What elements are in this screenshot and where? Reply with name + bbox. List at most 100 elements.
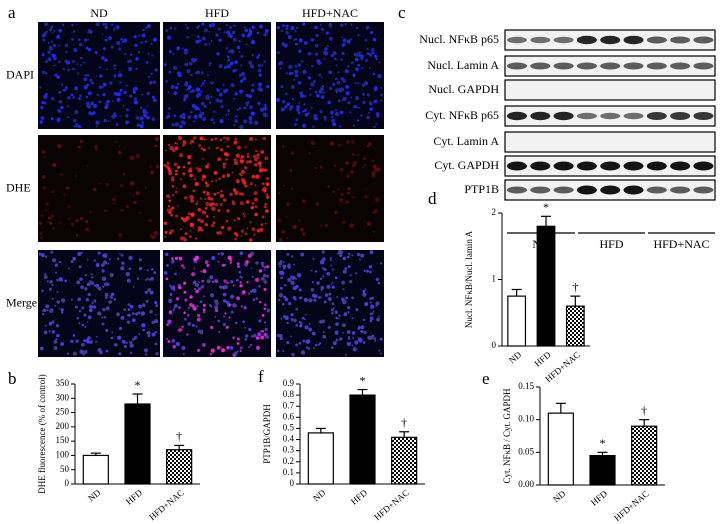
cell-dot	[87, 336, 91, 340]
cell-dot	[201, 210, 207, 215]
cell-dot	[146, 105, 148, 107]
cell-dot	[214, 315, 217, 318]
cell-dot	[150, 170, 154, 175]
cell-dot	[234, 119, 238, 123]
cell-dot	[300, 60, 304, 63]
cell-dot	[340, 23, 344, 27]
cell-dot	[152, 98, 157, 103]
cell-dot	[264, 222, 267, 225]
cell-dot	[193, 114, 198, 119]
cell-dot	[236, 262, 240, 266]
cell-dot	[328, 23, 333, 27]
cell-dot	[223, 198, 227, 202]
cell-dot	[302, 22, 306, 26]
cell-dot	[173, 91, 178, 96]
cell-dot	[230, 83, 235, 88]
cell-dot	[351, 61, 355, 64]
cell-dot	[206, 191, 209, 194]
cell-dot	[294, 37, 298, 41]
cell-dot	[99, 182, 102, 185]
cell-dot	[86, 258, 89, 261]
cell-dot	[235, 179, 240, 184]
cell-dot	[363, 269, 366, 272]
cell-dot	[228, 49, 231, 53]
cell-dot	[362, 93, 365, 96]
blot-band	[600, 112, 621, 120]
cell-dot	[190, 199, 195, 203]
cell-dot	[327, 184, 331, 188]
error-bar	[597, 451, 608, 456]
cell-dot	[283, 184, 286, 187]
cell-dot	[99, 74, 103, 78]
cell-dot	[142, 28, 145, 32]
cell-dot	[256, 345, 260, 350]
cell-dot	[60, 298, 66, 303]
cell-dot	[195, 203, 198, 206]
cell-dot	[340, 77, 344, 81]
blot-label: Nucl. GAPDH	[428, 82, 499, 96]
cell-dot	[375, 123, 378, 125]
cell-dot	[366, 221, 372, 226]
cell-dot	[234, 232, 238, 236]
cell-dot	[237, 145, 241, 150]
cell-dot	[86, 83, 90, 87]
cell-dot	[339, 87, 345, 92]
cell-dot	[107, 262, 110, 265]
cell-dot	[284, 315, 289, 321]
cell-dot	[102, 23, 105, 26]
cell-dot	[345, 85, 349, 89]
cell-dot	[347, 100, 351, 105]
cell-dot	[249, 343, 252, 346]
cell-dot	[352, 347, 357, 352]
cell-dot	[118, 326, 123, 331]
cell-dot	[79, 277, 83, 281]
cell-dot	[228, 316, 231, 319]
cell-dot	[168, 143, 171, 146]
cell-dot	[248, 94, 253, 99]
cell-dot	[355, 272, 358, 275]
cell-dot	[225, 114, 228, 116]
cell-dot	[342, 269, 347, 274]
cell-dot	[220, 190, 223, 193]
cell-dot	[258, 319, 262, 323]
cell-dot	[219, 193, 225, 198]
cell-dot	[155, 352, 159, 356]
cell-dot	[104, 58, 108, 62]
cell-dot	[79, 349, 82, 352]
y-tick-label: 50	[60, 464, 70, 474]
cell-dot	[107, 119, 110, 122]
cell-dot	[210, 95, 213, 98]
cell-dot	[168, 310, 173, 315]
cell-dot	[335, 338, 339, 342]
cell-dot	[366, 47, 369, 50]
cell-dot	[75, 233, 79, 237]
cell-dot	[327, 100, 331, 105]
cell-dot	[58, 90, 62, 94]
cell-dot	[60, 105, 64, 110]
cell-dot	[209, 62, 212, 65]
cell-dot	[276, 51, 280, 55]
cell-dot	[232, 336, 235, 339]
cell-dot	[345, 139, 351, 145]
cell-dot	[47, 50, 51, 54]
cell-dot	[71, 37, 74, 41]
cell-dot	[141, 303, 146, 308]
cell-dot	[293, 78, 296, 81]
cell-dot	[197, 167, 202, 173]
cell-dot	[118, 47, 122, 51]
cell-dot	[204, 43, 208, 46]
cell-dot	[219, 285, 223, 289]
cell-dot	[248, 115, 253, 120]
cell-dot	[314, 52, 319, 56]
cell-dot	[355, 308, 359, 312]
y-tick-label: 200	[56, 421, 70, 431]
cell-dot	[184, 298, 188, 302]
cell-dot	[144, 40, 148, 43]
cell-dot	[287, 301, 292, 306]
cell-dot	[166, 208, 170, 212]
blot-label: Cyt. Lamin A	[433, 134, 499, 148]
cell-dot	[138, 258, 142, 262]
blot-label: PTP1B	[464, 182, 499, 196]
